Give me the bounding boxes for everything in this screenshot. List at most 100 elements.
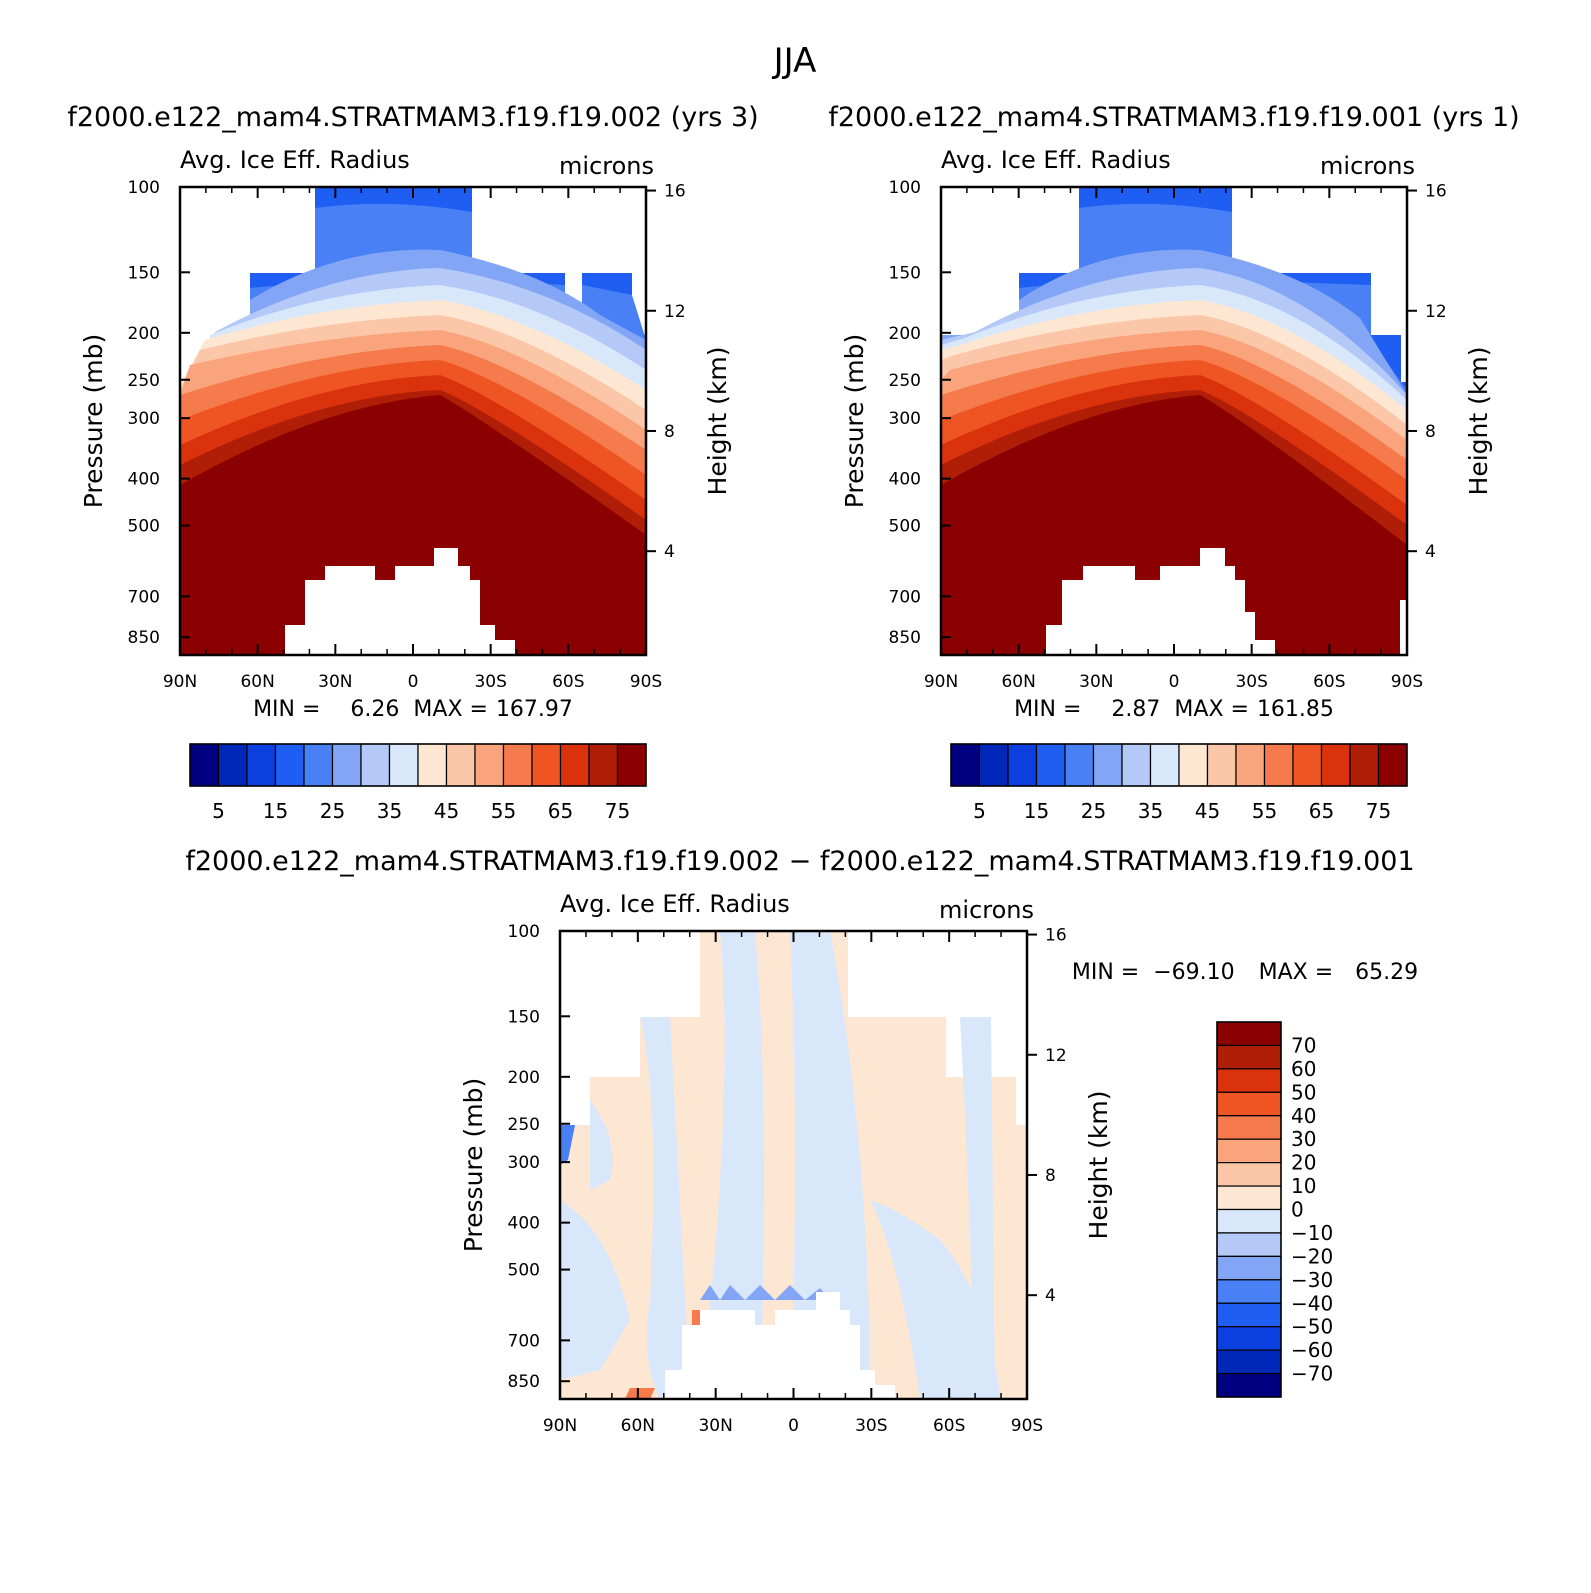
colorbar-tick-label: 5	[212, 799, 225, 823]
variable-name: Avg. Ice Eff. Radius	[180, 146, 410, 174]
colorbar-tick-label: 35	[377, 799, 402, 823]
y-right-tick-label: 12	[1425, 302, 1447, 322]
colorbar-swatch	[559, 743, 590, 787]
x-tick-label: 30S	[474, 672, 506, 692]
y-tick-label: 500	[128, 517, 160, 537]
y-right-tick-label: 16	[1045, 926, 1067, 946]
panel-difference: f2000.e122_mam4.STRATMAM3.f19.f19.002 − …	[185, 846, 1418, 1436]
colorbar-swatch	[1377, 743, 1408, 787]
variable-name: Avg. Ice Eff. Radius	[941, 146, 1171, 174]
colorbar-swatch	[1149, 743, 1180, 787]
colorbar-tick-label: −60	[1291, 1338, 1333, 1362]
colorbar-swatch	[1092, 743, 1123, 787]
y-tick-label: 100	[889, 178, 921, 198]
terrain-mask	[285, 548, 515, 655]
colorbar-swatch	[1216, 1279, 1282, 1304]
colorbar-tick-label: −10	[1291, 1221, 1333, 1245]
x-tick-label: 0	[408, 672, 419, 692]
contour-band	[700, 1285, 830, 1300]
contour-band	[590, 1100, 613, 1190]
colorbar-swatch	[1121, 743, 1152, 787]
colorbar-swatch	[445, 743, 476, 787]
x-tick-label: 90S	[630, 672, 662, 692]
y-tick-label: 300	[128, 409, 160, 429]
y-tick-label: 700	[889, 587, 921, 607]
contour-field	[941, 187, 1407, 655]
colorbar-swatch	[474, 743, 505, 787]
y-tick-label: 400	[889, 470, 921, 490]
y-tick-label: 850	[508, 1372, 540, 1392]
terrain-mask	[1400, 600, 1407, 655]
colorbar-swatch	[1035, 743, 1066, 787]
y-right-tick-label: 8	[1425, 422, 1436, 442]
colorbar-swatch	[616, 743, 647, 787]
colorbar-tick-label: −40	[1291, 1291, 1333, 1315]
x-tick-label: 90N	[543, 1416, 577, 1436]
colorbar-swatch	[1216, 1115, 1282, 1140]
y-right-tick-label: 8	[1045, 1166, 1056, 1186]
contour-band	[180, 395, 646, 655]
colorbar-swatch	[950, 743, 981, 787]
colorbar-swatch	[1216, 1232, 1282, 1257]
colorbar-tick-label: 55	[1252, 799, 1277, 823]
x-tick-label: 90N	[163, 672, 197, 692]
panel-control: f2000.e122_mam4.STRATMAM3.f19.f19.002 (y…	[67, 102, 758, 823]
colorbar-swatch	[1216, 1255, 1282, 1281]
y-tick-label: 300	[889, 409, 921, 429]
terrain-mask	[665, 1292, 895, 1399]
colorbar-frame	[1216, 1021, 1282, 1398]
colorbar-swatch	[1216, 1021, 1282, 1047]
colorbar-swatch	[1216, 1138, 1282, 1164]
panel-title: f2000.e122_mam4.STRATMAM3.f19.f19.002 − …	[185, 846, 1414, 877]
units-label: microns	[1320, 152, 1415, 180]
y-right-tick-label: 12	[1045, 1046, 1067, 1066]
x-tick-label: 30N	[318, 672, 352, 692]
colorbar-swatch	[1216, 1162, 1282, 1187]
colorbar-tick-label: 35	[1138, 799, 1163, 823]
y-tick-label: 250	[128, 371, 160, 391]
colorbar-tick-label: 10	[1291, 1174, 1316, 1198]
colorbar-swatch	[1349, 743, 1380, 787]
colorbar-frame	[950, 743, 1408, 787]
colorbar-tick-label: 55	[491, 799, 516, 823]
axes: 90N 60N 30N 0 30S 60S 90S 100 150 200 250 300 400 500…	[459, 922, 1113, 1436]
colorbar-swatch	[274, 743, 305, 787]
y-right-tick-label: 4	[1045, 1286, 1056, 1306]
x-tick-label: 30N	[1079, 672, 1113, 692]
contour-band	[960, 1017, 995, 1399]
x-tick-label: 60N	[1001, 672, 1035, 692]
colorbar-swatch	[1206, 743, 1237, 787]
colorbar-swatch	[588, 743, 619, 787]
colorbar-swatch	[978, 743, 1009, 787]
colorbar-tick-label: −30	[1291, 1268, 1333, 1292]
colorbar-tick-label: 30	[1291, 1127, 1316, 1151]
colorbar-swatch	[1216, 1044, 1282, 1070]
colorbar-swatch	[1235, 743, 1266, 787]
x-tick-label: 60N	[621, 1416, 655, 1436]
y-right-axis-title: Height (km)	[1464, 347, 1493, 496]
colorbar-frame	[189, 743, 647, 787]
panel-title: f2000.e122_mam4.STRATMAM3.f19.f19.002 (y…	[67, 102, 758, 133]
colorbar-tick-label: 5	[973, 799, 986, 823]
y-tick-label: 700	[508, 1331, 540, 1351]
colorbar-tick-label: 75	[605, 799, 630, 823]
colorbar: 5 15 25 35 45 55 65 75	[950, 743, 1408, 823]
y-tick-label: 400	[128, 470, 160, 490]
y-tick-label: 200	[889, 324, 921, 344]
y-tick-label: 400	[508, 1214, 540, 1234]
colorbar-swatch	[1216, 1185, 1282, 1211]
terrain-mask	[1046, 548, 1275, 655]
colorbar-tick-label: 70	[1291, 1033, 1316, 1057]
colorbar-swatch	[1216, 1068, 1282, 1093]
colorbar-swatch	[531, 743, 562, 787]
y-right-tick-label: 16	[664, 182, 686, 202]
contour-band	[870, 1200, 1000, 1399]
contour-field	[180, 187, 646, 655]
colorbar-swatch	[331, 743, 362, 787]
y-tick-label: 150	[128, 263, 160, 283]
y-tick-label: 500	[508, 1261, 540, 1281]
colorbar-tick-label: −70	[1291, 1362, 1333, 1386]
